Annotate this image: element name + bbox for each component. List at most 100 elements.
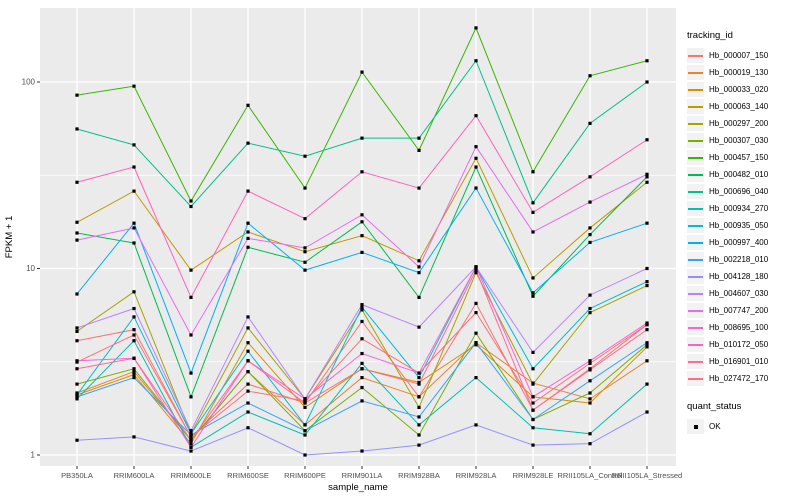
legend-key-swatch <box>687 320 704 335</box>
legend-key-swatch <box>687 116 704 131</box>
legend-key-line-icon <box>688 54 703 57</box>
legend-key-swatch <box>687 201 704 216</box>
legend-key-swatch <box>687 150 704 165</box>
data-point <box>75 231 79 235</box>
legend-item-label: Hb_000019_130 <box>709 68 769 77</box>
legend-key-line-icon <box>688 377 703 380</box>
data-point <box>417 380 421 385</box>
data-point <box>588 442 592 446</box>
data-point <box>75 326 79 330</box>
data-point <box>645 410 649 414</box>
legend-key-swatch <box>687 354 704 369</box>
x-tick-label: RRIM928LA <box>456 471 497 480</box>
data-point <box>303 405 307 409</box>
legend-key-line-icon <box>688 190 703 193</box>
data-point <box>474 331 478 335</box>
data-point <box>189 371 193 375</box>
data-point <box>246 410 250 414</box>
legend-rows: Hb_000007_150 Hb_000019_130 Hb_000033_020 H… <box>687 47 799 387</box>
data-point <box>417 371 421 375</box>
data-point <box>75 339 79 343</box>
data-point <box>531 443 535 447</box>
data-point <box>417 265 421 269</box>
data-point <box>360 376 364 380</box>
data-point <box>645 175 649 179</box>
data-point <box>189 442 193 446</box>
legend-item-label: Hb_000063_140 <box>709 102 769 111</box>
legend-item-label: Hb_000997_400 <box>709 238 769 247</box>
data-point <box>417 395 421 399</box>
data-point <box>645 345 649 349</box>
data-point <box>474 376 478 380</box>
data-point <box>588 432 592 436</box>
data-point <box>645 59 649 63</box>
legend-key-line-icon <box>688 173 703 176</box>
x-tick-label: RRII105LA_Control <box>557 471 622 480</box>
data-point <box>75 238 79 242</box>
legend-item-Hb_000019_130: Hb_000019_130 <box>687 64 799 81</box>
data-point <box>531 350 535 354</box>
legend-title: tracking_id <box>687 30 733 41</box>
legend-item-label: Hb_000696_040 <box>709 187 769 196</box>
data-point <box>588 240 592 245</box>
data-point <box>246 349 250 353</box>
data-point <box>474 156 478 160</box>
legend-key-line-icon <box>688 292 703 295</box>
legend-item-label: Hb_008695_100 <box>709 323 769 332</box>
data-point <box>645 283 649 288</box>
data-point <box>645 382 649 386</box>
data-point <box>474 423 478 427</box>
data-point <box>531 417 535 422</box>
data-point <box>75 438 79 442</box>
data-point <box>360 449 364 453</box>
data-point <box>645 321 649 325</box>
data-point <box>588 368 592 372</box>
x-tick-label: RRIM600SE <box>227 471 269 480</box>
legend-item-label: Hb_002218_010 <box>709 255 769 264</box>
data-point <box>531 201 535 205</box>
data-point <box>417 148 421 152</box>
legend-key-swatch <box>687 337 704 352</box>
data-point <box>360 305 364 309</box>
data-point <box>246 236 250 241</box>
data-point <box>246 326 250 330</box>
legend-item-Hb_000307_030: Hb_000307_030 <box>687 132 799 149</box>
data-point <box>531 291 535 295</box>
data-point <box>588 232 592 237</box>
data-point <box>132 221 136 225</box>
data-point <box>360 170 364 174</box>
point-legend-title: quant_status <box>687 401 742 412</box>
data-point <box>75 391 79 395</box>
data-point <box>189 445 193 449</box>
data-point <box>645 343 649 347</box>
legend-key-line-icon <box>688 309 703 312</box>
data-point <box>588 306 592 311</box>
legend-key-swatch <box>687 286 704 301</box>
data-point <box>531 395 535 399</box>
legend-key-swatch <box>687 82 704 97</box>
legend-key-line-icon <box>688 105 703 108</box>
data-point <box>474 343 478 347</box>
data-point <box>189 268 193 272</box>
data-point <box>132 333 136 337</box>
point-legend-row: OK <box>687 418 799 435</box>
x-tick-label: RRIM901LA <box>342 471 383 480</box>
data-point <box>246 359 250 363</box>
legend-item-Hb_000007_150: Hb_000007_150 <box>687 47 799 64</box>
data-point <box>474 271 478 275</box>
y-axis-title: FPKM + 1 <box>4 216 15 259</box>
data-point <box>75 93 79 97</box>
data-point <box>588 175 592 179</box>
data-point <box>75 382 79 386</box>
data-point <box>246 103 250 107</box>
data-point <box>588 379 592 383</box>
data-point <box>531 276 535 280</box>
x-tick-label: RRIM928LE <box>513 471 554 480</box>
legend-item-label: Hb_000007_150 <box>709 51 769 60</box>
data-point <box>303 260 307 264</box>
data-point <box>189 433 193 437</box>
data-point <box>645 266 649 271</box>
data-point <box>588 226 592 230</box>
data-point <box>246 382 250 386</box>
data-point <box>531 294 535 298</box>
